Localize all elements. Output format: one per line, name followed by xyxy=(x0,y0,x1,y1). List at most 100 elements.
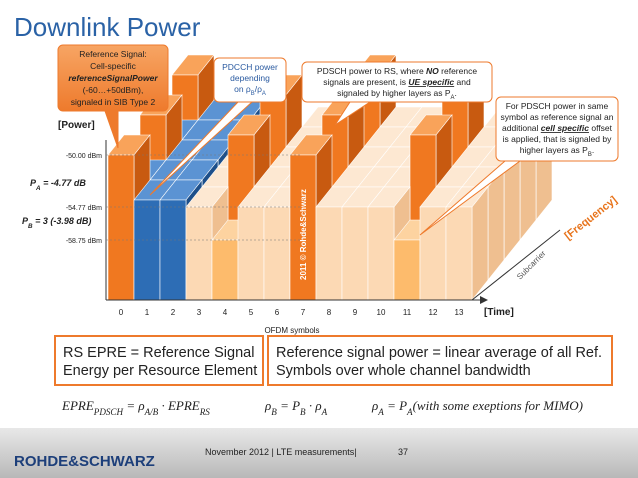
rich-text: depending xyxy=(230,73,270,83)
text-segment: B xyxy=(251,91,255,97)
text-segment: B xyxy=(271,407,277,417)
text-segment: NO xyxy=(426,66,439,76)
text-segment: ρ xyxy=(371,398,378,413)
symbol-label: 5 xyxy=(249,308,254,317)
logo: ROHDE&SCHWARZ xyxy=(14,453,155,470)
text-segment: A xyxy=(406,407,413,417)
rich-text: PDSCH power to RS, where NO reference xyxy=(317,66,477,76)
text-segment: . xyxy=(455,88,457,98)
text-segment: additional xyxy=(502,123,541,133)
symbol-label: 12 xyxy=(429,308,438,317)
text-segment: = P xyxy=(384,398,407,413)
text-segment: B xyxy=(28,223,33,230)
rich-text: EPREPDSCH = ρA/B · EPRERS xyxy=(61,398,210,417)
text-segment: A xyxy=(262,91,266,97)
symbol-label: 1 xyxy=(145,308,150,317)
text-segment: A xyxy=(451,95,455,101)
time-arrow xyxy=(480,296,488,304)
cell-front xyxy=(445,206,473,301)
callout-box xyxy=(213,57,287,103)
text-segment: RS xyxy=(199,407,211,417)
rich-text: signaled in SIB Type 2 xyxy=(71,97,156,107)
text-segment: PDCCH power xyxy=(222,62,278,72)
rich-text: is applied, that is signaled by xyxy=(503,134,612,144)
rich-text: signals are present, is UE specific and xyxy=(323,77,471,87)
symbol-label: 7 xyxy=(301,308,306,317)
rich-text: PA = -4.77 dB xyxy=(30,178,86,192)
text-segment: EPRE xyxy=(61,398,94,413)
symbol-label: 13 xyxy=(455,308,464,317)
rich-text: additional cell specific offset xyxy=(502,123,613,133)
cell-front xyxy=(237,206,265,301)
rich-text: referenceSignalPower xyxy=(68,73,158,83)
footer-band xyxy=(0,428,638,478)
text-segment: reference xyxy=(439,66,478,76)
definition-box xyxy=(267,335,613,386)
callout-box xyxy=(301,61,493,103)
text-segment: UE specific xyxy=(408,77,454,87)
footer-text: November 2012 | LTE measurements| xyxy=(205,447,357,457)
text-segment: (with some exeptions for MIMO) xyxy=(413,398,583,413)
resource-grid xyxy=(107,54,553,301)
cell-front xyxy=(341,206,369,301)
text-segment: symbol as reference signal an xyxy=(501,112,614,122)
symbol-label: 2 xyxy=(171,308,176,317)
text-segment: · EPRE xyxy=(158,398,200,413)
definition-text: Symbols over whole channel bandwidth xyxy=(276,363,531,379)
rich-text: symbol as reference signal an xyxy=(501,112,614,122)
text-segment: higher layers as P xyxy=(520,145,588,155)
cell-front xyxy=(133,199,161,301)
text-segment: PDSCH power to RS, where xyxy=(317,66,426,76)
time-label: [Time] xyxy=(484,307,514,318)
text-segment: on ρ xyxy=(234,84,251,94)
rich-text: For PDSCH power in same xyxy=(506,101,609,111)
text-segment: = -4.77 dB xyxy=(41,178,87,188)
definition-text: RS EPRE = Reference Signal xyxy=(63,345,254,361)
text-segment: offset xyxy=(589,123,613,133)
text-segment: cell specific xyxy=(541,123,589,133)
rich-text: on ρB/ρA xyxy=(234,84,266,97)
ofdm-label: OFDM symbols xyxy=(264,326,319,335)
text-segment: Cell-specific xyxy=(90,61,137,71)
definition-text: Energy per Resource Element xyxy=(63,363,257,379)
power-label: [Power] xyxy=(58,120,95,131)
definition-text: Reference signal power = linear average … xyxy=(276,345,602,361)
cell-front xyxy=(159,199,187,301)
symbol-label: 10 xyxy=(377,308,386,317)
cell-front xyxy=(393,239,421,301)
text-segment: = P xyxy=(277,398,300,413)
level-label: -54.77 dBm xyxy=(66,205,102,212)
text-segment: · ρ xyxy=(306,398,322,413)
rich-text: ρB = PB · ρA xyxy=(264,398,328,417)
text-segment: signals are present, is xyxy=(323,77,408,87)
cell-side xyxy=(487,166,505,281)
cell-side xyxy=(471,186,489,301)
symbol-label: 4 xyxy=(223,308,228,317)
rich-text: Cell-specific xyxy=(90,61,137,71)
cell-front xyxy=(263,206,291,301)
text-segment: ρ xyxy=(264,398,271,413)
rich-text: PB = 3 (-3.98 dB) xyxy=(22,216,91,230)
symbol-label: 8 xyxy=(327,308,332,317)
cell-front xyxy=(211,239,239,301)
cell-front xyxy=(419,206,447,301)
text-segment: A xyxy=(377,407,384,417)
page-number: 37 xyxy=(398,447,408,457)
text-segment: For PDSCH power in same xyxy=(506,101,609,111)
text-segment: signaled by higher layers as P xyxy=(337,88,451,98)
text-segment: signaled in SIB Type 2 xyxy=(71,97,156,107)
cell-front xyxy=(315,206,343,301)
rich-text: (-60…+50dBm), xyxy=(83,85,144,95)
text-segment: A xyxy=(35,185,41,192)
text-segment: Reference Signal: xyxy=(79,49,147,59)
text-segment: P xyxy=(30,178,37,188)
text-segment: PDSCH xyxy=(93,407,124,417)
text-segment: and xyxy=(454,77,471,87)
rich-text: ρA = PA(with some exeptions for MIMO) xyxy=(371,398,583,417)
copyright: 2011 © Rohde&Schwarz xyxy=(299,189,308,280)
level-label: -50.00 dBm xyxy=(66,153,102,160)
symbol-label: 6 xyxy=(275,308,280,317)
symbol-label: 0 xyxy=(119,308,124,317)
cell-front xyxy=(185,206,213,301)
